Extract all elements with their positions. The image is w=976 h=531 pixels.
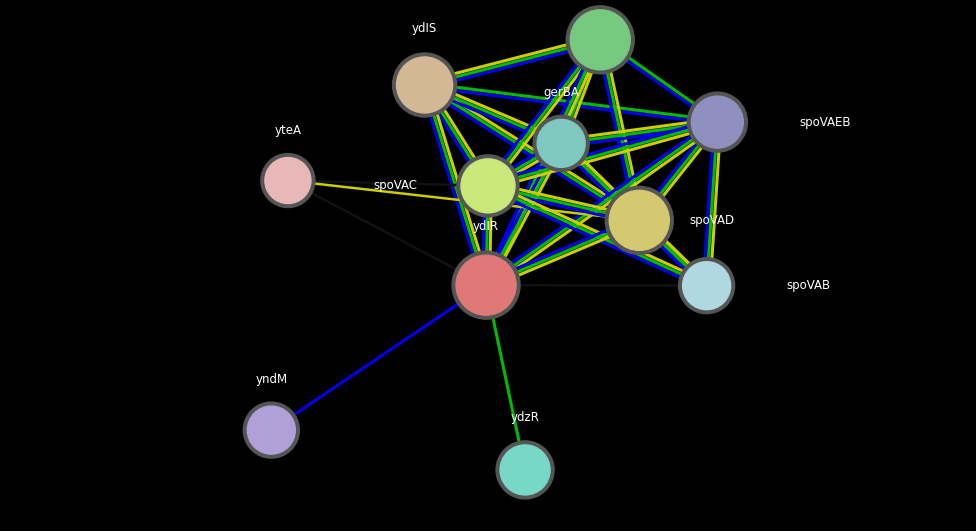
Circle shape xyxy=(537,119,586,167)
Circle shape xyxy=(687,92,748,152)
Circle shape xyxy=(609,191,670,250)
Circle shape xyxy=(457,155,519,217)
Text: ydIR: ydIR xyxy=(473,220,499,233)
Circle shape xyxy=(396,57,453,113)
Circle shape xyxy=(264,158,311,203)
Circle shape xyxy=(678,258,735,314)
Circle shape xyxy=(247,406,296,454)
Text: yteA: yteA xyxy=(274,124,302,138)
Text: gerBA: gerBA xyxy=(544,86,579,99)
Circle shape xyxy=(392,53,457,117)
Text: ydzR: ydzR xyxy=(510,410,540,424)
Circle shape xyxy=(261,153,315,208)
Circle shape xyxy=(452,251,520,319)
Text: ydIS: ydIS xyxy=(412,22,437,35)
Circle shape xyxy=(605,186,673,254)
Text: spoVAB: spoVAB xyxy=(787,279,831,292)
Circle shape xyxy=(682,262,731,310)
Circle shape xyxy=(456,255,516,315)
Circle shape xyxy=(566,6,634,74)
Text: yndM: yndM xyxy=(256,373,287,386)
Circle shape xyxy=(496,441,554,499)
Text: spoVAC: spoVAC xyxy=(373,179,417,192)
Circle shape xyxy=(570,10,630,70)
Text: spoVAEB: spoVAEB xyxy=(799,116,851,129)
Circle shape xyxy=(500,445,550,495)
Circle shape xyxy=(461,159,515,213)
Circle shape xyxy=(243,402,300,458)
Circle shape xyxy=(533,115,590,172)
Circle shape xyxy=(691,96,744,148)
Text: spoVAD: spoVAD xyxy=(690,214,735,227)
